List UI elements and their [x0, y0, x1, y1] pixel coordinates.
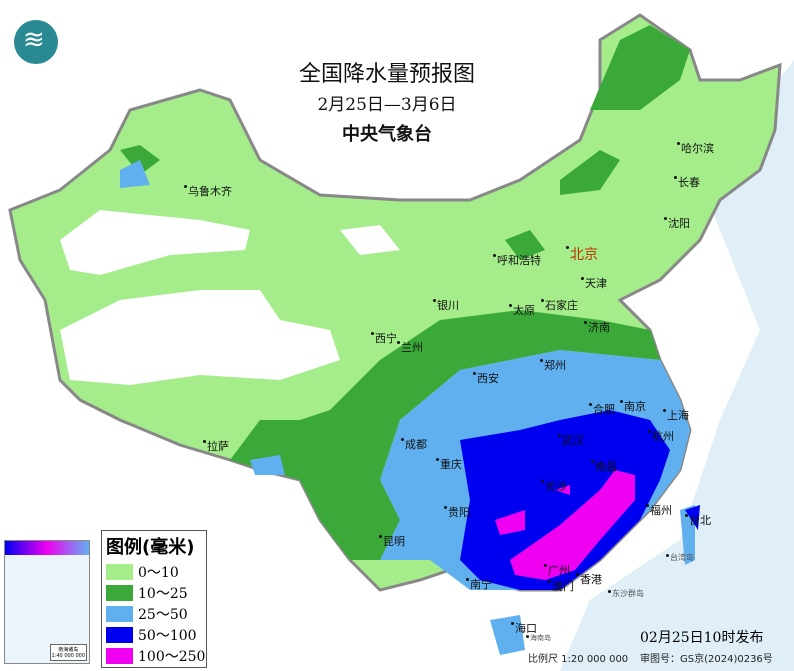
city-label: 兰州 — [397, 341, 423, 354]
legend-label: 50～100 — [138, 627, 197, 644]
legend-label: 10～25 — [138, 585, 188, 602]
city-label: 沈阳 — [664, 217, 690, 230]
city-label: 西宁 — [371, 332, 397, 345]
legend-swatch — [106, 584, 133, 601]
city-label: 郑州 — [540, 359, 566, 372]
approval-number: 审图号：GS京(2024)0236号 — [640, 654, 773, 665]
city-label: 乌鲁木齐 — [184, 185, 232, 198]
island-label: 东沙群岛 — [608, 589, 644, 598]
city-label: 南昌 — [591, 460, 617, 473]
map-title: 全国降水量预报图 — [298, 62, 475, 87]
city-label: 南宁 — [466, 578, 492, 591]
legend: 图例(毫米) 0～10 10～25 25～50 50～100 100～250 — [101, 530, 207, 668]
city-label: 天津 — [581, 277, 607, 290]
legend-swatch — [106, 647, 133, 664]
published-time: 02月25日10时发布 — [640, 630, 764, 646]
forecast-period: 2月25日—3月6日 — [317, 95, 457, 115]
city-label: 昆明 — [379, 535, 405, 548]
city-label: 合肥 — [589, 403, 615, 416]
city-label: 杭州 — [648, 430, 674, 443]
city-label: 银川 — [433, 299, 459, 312]
city-label: 福州 — [646, 504, 672, 517]
city-label: 澳门 — [548, 580, 574, 593]
city-label: 台北 — [685, 514, 711, 527]
legend-label: 25～50 — [138, 606, 188, 623]
legend-item: 50～100 — [106, 624, 206, 645]
city-label: 长春 — [674, 176, 700, 189]
city-label: 成都 — [401, 438, 427, 451]
rain-10-25-north — [120, 25, 690, 260]
inset-label: 南海诸岛 — [58, 647, 79, 653]
inset-rain-strip — [5, 541, 89, 555]
legend-item: 100～250 — [106, 645, 206, 666]
legend-swatch — [106, 563, 133, 580]
city-label-capital: 北京 — [566, 244, 598, 264]
city-label: 哈尔滨 — [677, 142, 714, 155]
legend-title: 图例(毫米) — [106, 537, 195, 558]
rain-100-250 — [495, 470, 635, 580]
city-label: 长沙 — [541, 480, 567, 493]
city-label: 呼和浩特 — [493, 254, 541, 267]
legend-item: 0～10 — [106, 561, 206, 582]
issuer: 中央气象台 — [342, 124, 432, 145]
inset-scale: 1:40 000 000 — [51, 653, 86, 659]
legend-item: 10～25 — [106, 582, 206, 603]
city-label: 上海 — [663, 409, 689, 422]
city-label: 石家庄 — [541, 299, 578, 312]
city-label: 海口 — [511, 622, 537, 635]
city-label: 贵阳 — [444, 506, 470, 519]
cma-weather-logo-icon: ≋ — [23, 25, 45, 55]
south-china-sea-inset: 南海诸岛 1:40 000 000 — [4, 540, 90, 664]
sea — [560, 60, 794, 671]
city-label: 西安 — [473, 372, 499, 385]
city-label: 太原 — [509, 304, 535, 317]
legend-label: 0～10 — [138, 564, 179, 581]
cma-logo: ≋ — [14, 20, 58, 64]
map-scale: 比例尺 1:20 000 000 — [528, 654, 629, 665]
city-label: 广州 — [544, 564, 570, 577]
city-label: 武汉 — [558, 434, 584, 447]
dry-areas — [60, 210, 400, 385]
legend-swatch — [106, 626, 133, 643]
legend-item: 25～50 — [106, 603, 206, 624]
city-label: 香港 — [576, 573, 602, 586]
island-label: 台湾岛 — [666, 553, 694, 562]
city-label: 重庆 — [436, 458, 462, 471]
island-label: 海南岛 — [526, 634, 551, 642]
legend-label: 100～250 — [138, 648, 206, 665]
city-label: 南京 — [620, 400, 646, 413]
city-label: 济南 — [584, 321, 610, 334]
legend-swatch — [106, 605, 133, 622]
inset-caption: 南海诸岛 1:40 000 000 — [49, 644, 87, 661]
city-label: 拉萨 — [203, 440, 229, 453]
rain-10-25 — [230, 310, 660, 560]
rain-50-100 — [460, 410, 700, 590]
